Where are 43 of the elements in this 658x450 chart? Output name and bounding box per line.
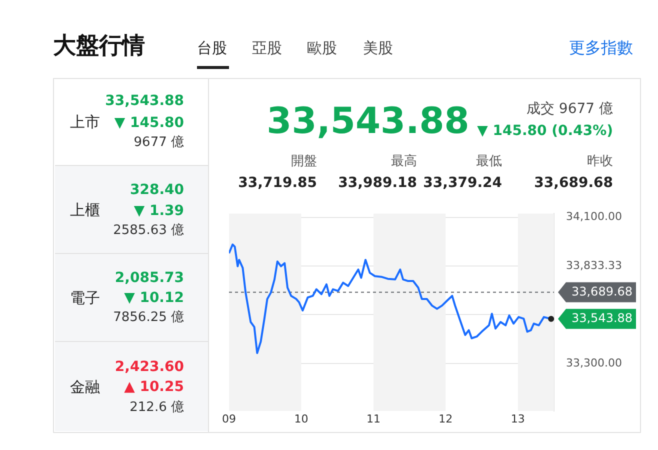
text: ▼ 145.80 (114, 114, 184, 134)
text: 最低 (476, 152, 502, 171)
text: ▲ 10.25 (124, 378, 184, 398)
text: 33,689.68 (534, 174, 613, 194)
text: 2,423.60 (114, 358, 184, 378)
text: 212.6 億 (130, 398, 184, 417)
text: 2585.63 億 (113, 222, 184, 240)
text: 最高 (391, 152, 417, 171)
text: 33,543.88 (105, 92, 184, 112)
text: ▼ 145.80 (0.43%) (477, 122, 613, 142)
x-tick-label: 11 (366, 412, 380, 426)
y-tick-label: 33,300.00 (566, 356, 622, 370)
text: 33,543.88 (266, 100, 470, 144)
text: ▼ 10.12 (124, 289, 184, 308)
text: 33,719.85 (238, 174, 317, 194)
x-tick-label: 09 (222, 412, 236, 426)
text: 昨收 (587, 152, 613, 171)
text: 成交 9677 億 (526, 100, 613, 120)
text: 歐股 (307, 38, 337, 58)
annotation: 33,543.88 (571, 311, 633, 326)
text: 美股 (363, 38, 393, 58)
x-tick-label: 10 (294, 412, 308, 426)
text: ▼ 1.39 (134, 202, 184, 222)
text: 電子 (70, 288, 100, 308)
x-tick-label: 13 (510, 412, 525, 426)
text: 開盤 (291, 152, 317, 171)
y-tick-label: 33,833.33 (566, 258, 622, 272)
text: 更多指數 (569, 36, 633, 59)
text: 2,085.73 (114, 269, 184, 288)
chart-title: 大盤行情 (53, 32, 145, 61)
text: 7856.25 億 (113, 308, 184, 327)
text: 台股 (197, 38, 227, 58)
text: 上櫃 (70, 200, 100, 220)
ref-line-label: 33,689.68 (571, 284, 633, 298)
text: 金融 (70, 376, 100, 398)
text: 亞股 (252, 38, 282, 58)
text: 33,989.18 (338, 174, 417, 194)
text: 328.40 (130, 181, 184, 200)
text: 上市 (70, 112, 100, 132)
x-tick-label: 12 (438, 412, 453, 426)
y-tick-label: 34,100.00 (566, 210, 622, 224)
text: 33,379.24 (423, 174, 502, 194)
text: 9677 億 (134, 134, 184, 152)
